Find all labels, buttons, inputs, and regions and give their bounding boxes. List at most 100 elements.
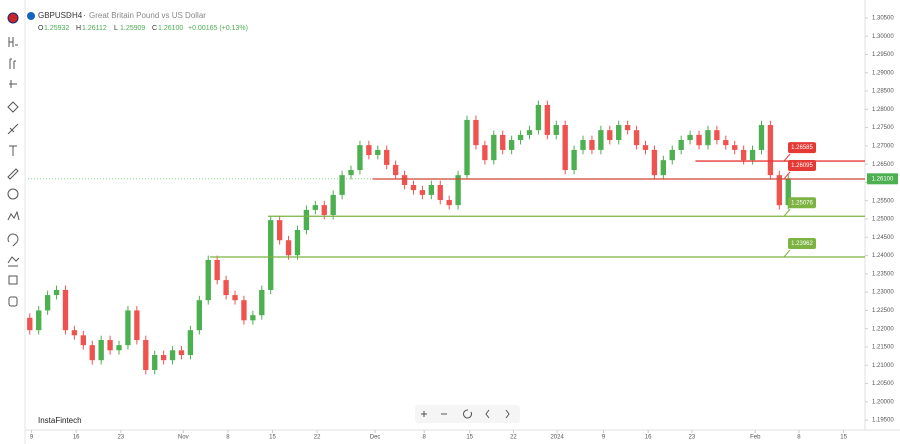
candle-body <box>303 209 310 230</box>
candle-body <box>580 140 586 150</box>
tool-icon[interactable] <box>7 101 19 113</box>
tool-icon[interactable] <box>8 275 18 285</box>
candle-body <box>491 134 497 161</box>
y-tick-label: 1.20000 <box>872 399 894 405</box>
scroll-left[interactable] <box>485 409 490 419</box>
navigation <box>415 405 520 423</box>
candle-body <box>660 160 667 176</box>
candle-body <box>535 104 542 131</box>
y-tick-label: 1.27500 <box>872 125 894 131</box>
tool-icon[interactable] <box>9 58 16 69</box>
candle-body <box>571 149 577 171</box>
candle-body <box>616 125 622 141</box>
candle-body <box>62 289 69 331</box>
y-tick-label: 1.29500 <box>872 52 894 58</box>
candle-body <box>107 340 113 351</box>
y-tick-label: 1.22000 <box>872 326 894 332</box>
candle-body <box>169 350 176 361</box>
description: Great Britain Pound vs US Dollar <box>89 11 206 20</box>
y-tick-label: 1.25000 <box>872 217 894 223</box>
y-tick-label: 1.30000 <box>872 34 894 40</box>
last-price-label: 1.26100 <box>872 176 894 182</box>
candle-body <box>384 149 390 165</box>
candle-body <box>196 300 203 331</box>
candle-body <box>401 175 408 186</box>
candle-body <box>259 289 265 316</box>
candle-body <box>428 185 435 195</box>
level-label-box <box>788 197 816 209</box>
candle-body <box>633 130 640 146</box>
level-connector <box>783 208 791 217</box>
tool-icon[interactable] <box>7 233 19 247</box>
candle-body <box>678 140 684 150</box>
ohlc-key: C <box>152 25 157 32</box>
separator: · <box>68 11 71 20</box>
candle-body <box>776 175 783 206</box>
y-tick-label: 1.26500 <box>872 162 894 168</box>
tool-icon[interactable] <box>7 210 20 221</box>
x-tick-label: 15 <box>466 435 473 441</box>
candle-body <box>705 130 711 146</box>
reset[interactable] <box>463 409 472 419</box>
y-tick-label: 1.20500 <box>872 381 894 387</box>
x-tick-label: 15 <box>840 435 847 441</box>
x-tick-label: 8 <box>226 435 230 441</box>
zoom-in[interactable] <box>421 411 427 417</box>
level-label: 1.25076 <box>791 200 813 206</box>
toolbar <box>7 0 26 444</box>
y-tick-label: 1.22500 <box>872 308 894 314</box>
tool-icon[interactable] <box>8 296 18 307</box>
tool-icon[interactable] <box>9 145 17 156</box>
candle-body <box>339 175 345 195</box>
y-tick-label: 1.23500 <box>872 271 894 277</box>
watermark: InstaFintech <box>38 416 82 425</box>
candle-body <box>714 130 720 141</box>
candle-body <box>312 205 319 210</box>
scroll-right[interactable] <box>505 409 510 419</box>
candle-body <box>749 149 756 161</box>
candle-body <box>669 149 675 161</box>
candle-body <box>419 190 426 195</box>
candle-body <box>223 280 229 296</box>
candle-body <box>134 310 140 341</box>
candle-body <box>410 185 417 191</box>
x-tick-label: Dec <box>370 435 381 441</box>
level-label: 1.26585 <box>791 145 813 151</box>
candle-body <box>330 194 336 215</box>
candle-body <box>446 200 452 206</box>
x-tick-label: 22 <box>510 435 517 441</box>
x-tick-label: 16 <box>73 435 80 441</box>
x-tick-label: 8 <box>797 435 801 441</box>
nav-bar <box>415 405 520 423</box>
tool-icon[interactable] <box>9 80 17 88</box>
ohlc-value: 1.25909 <box>120 25 145 32</box>
candle-body <box>624 125 631 131</box>
y-tick-label: 1.19500 <box>872 418 894 424</box>
symbol: GBPUSD <box>38 11 72 20</box>
candle-body <box>375 149 381 156</box>
candle-body <box>294 229 301 256</box>
candle-body <box>232 295 238 301</box>
y-tick-label: 1.21000 <box>872 363 894 369</box>
tool-icon[interactable] <box>7 168 19 180</box>
y-tick-label: 1.24000 <box>872 253 894 259</box>
candle-body <box>80 335 87 346</box>
tool-icon[interactable] <box>7 123 19 135</box>
level-connector <box>783 171 791 180</box>
candle-body <box>696 134 702 146</box>
candle-body <box>500 134 506 150</box>
tool-icon[interactable] <box>7 188 19 200</box>
plot-area: 1.19500 1.20000 1.20500 1.21000 1.21500 1.220… <box>27 15 898 441</box>
change: +0.00165 (+0.13%) <box>188 25 248 32</box>
level-label-box <box>788 159 816 171</box>
y-tick-label: 1.21500 <box>872 345 894 351</box>
candle-body <box>740 149 747 161</box>
y-tick-label: 1.24500 <box>872 235 894 241</box>
tool-icon[interactable] <box>8 37 18 47</box>
y-tick-label: 1.28000 <box>872 107 894 113</box>
candle-body <box>562 125 568 171</box>
candle-body <box>687 134 693 141</box>
tool-icon[interactable] <box>7 256 20 267</box>
